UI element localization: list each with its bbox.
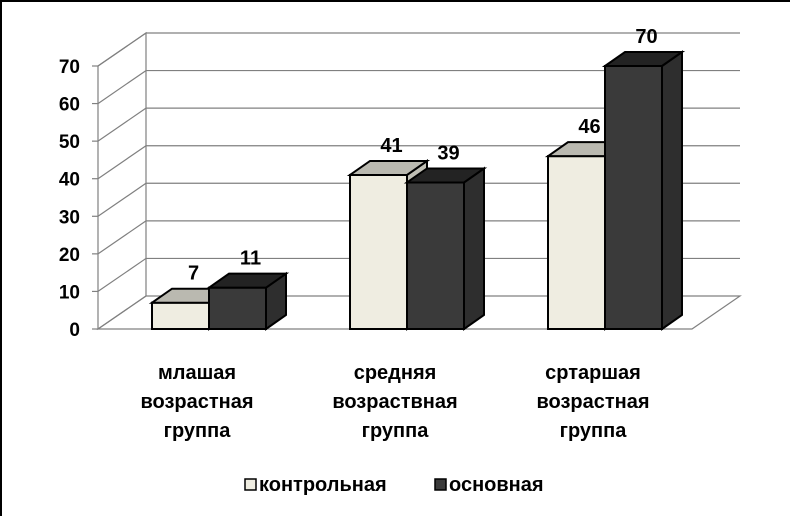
category-label: группа xyxy=(362,420,430,442)
gridline xyxy=(97,69,740,105)
y-tick-label: 60 xyxy=(59,95,80,116)
bar xyxy=(406,181,465,330)
data-label: 46 xyxy=(578,116,600,138)
bar xyxy=(151,301,210,331)
gridline xyxy=(97,182,740,217)
gridline xyxy=(97,220,740,255)
legend-label: основная xyxy=(449,474,544,496)
y-tick-label: 50 xyxy=(59,132,80,153)
y-tick-label: 20 xyxy=(59,245,80,266)
legend-swatch xyxy=(434,478,447,491)
category-label: группа xyxy=(164,420,232,442)
category-label: возраствная xyxy=(332,391,457,413)
legend-swatch xyxy=(244,478,257,491)
gridline xyxy=(97,257,740,292)
category-label: возрастная xyxy=(536,391,649,413)
data-label: 39 xyxy=(437,142,459,164)
bar-side xyxy=(463,166,485,331)
category-label: средняя xyxy=(354,362,437,384)
bar xyxy=(604,65,663,330)
bar-side xyxy=(661,50,683,331)
data-label: 11 xyxy=(240,248,261,270)
bar xyxy=(349,173,408,330)
y-tick-label: 70 xyxy=(59,57,80,78)
bar xyxy=(547,155,606,330)
category-label: млашая xyxy=(158,362,236,384)
data-label: 7 xyxy=(188,263,199,285)
legend-label: контрольная xyxy=(259,474,387,496)
bar-top xyxy=(601,51,686,67)
bar xyxy=(208,286,267,330)
data-label: 41 xyxy=(380,135,402,157)
side-wall xyxy=(97,31,147,331)
bar-top xyxy=(403,167,488,184)
bar-top xyxy=(346,159,431,176)
data-label: 70 xyxy=(635,26,657,48)
y-tick-label: 30 xyxy=(59,207,80,228)
category-label: возрастная xyxy=(140,391,253,413)
y-tick-label: 0 xyxy=(69,320,80,341)
gridline xyxy=(97,32,740,67)
gridline xyxy=(97,145,740,180)
y-tick-label: 40 xyxy=(59,170,80,191)
bar-top xyxy=(205,272,290,289)
y-tick-label: 10 xyxy=(59,282,80,303)
category-label: сртаршая xyxy=(545,362,641,384)
category-label: группа xyxy=(560,420,628,442)
gridline xyxy=(97,107,740,142)
